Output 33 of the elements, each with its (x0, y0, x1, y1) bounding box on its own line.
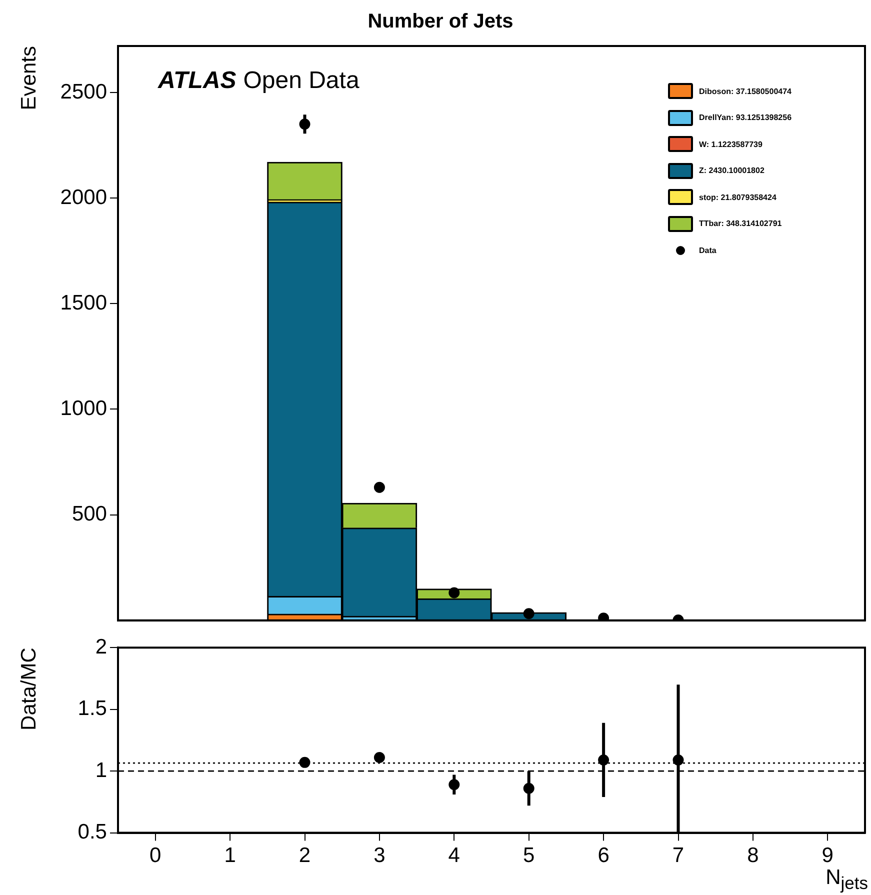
x-tick-label: 2 (298, 844, 311, 868)
x-tick-label: 3 (374, 844, 386, 868)
y-tick-label: 1 (95, 758, 107, 782)
legend-label: Diboson: 37.1580500474 (699, 86, 792, 96)
chart-title: Number of Jets (368, 10, 514, 33)
y-axis-title: Data/MC (17, 648, 40, 730)
legend-label: W: 1.1223587739 (699, 140, 762, 149)
annotation: ATLAS (157, 67, 236, 94)
annotation: Open Data (243, 67, 360, 94)
x-tick-label: 5 (523, 844, 535, 868)
y-tick-label: 500 (72, 502, 107, 526)
x-tick-label: 8 (747, 844, 759, 868)
x-tick-label: 0 (150, 844, 162, 868)
y-tick-label: 2500 (60, 80, 107, 104)
y-tick-label: 0.5 (78, 820, 107, 844)
x-tick-label: 7 (672, 844, 684, 868)
point (448, 587, 460, 598)
x-tick-label: 9 (822, 844, 834, 868)
y-tick-label: 2000 (60, 186, 107, 209)
y-tick-label: 2 (95, 635, 107, 658)
x-tick-label: 4 (448, 844, 460, 868)
legend-label: Z: 2430.10001802 (699, 166, 764, 176)
y-tick-label: 1.5 (78, 697, 107, 720)
legend-label: TTbar: 348.314102791 (699, 219, 782, 228)
legend-label: stop: 21.8079358424 (699, 192, 776, 202)
x-tick-label: 6 (598, 844, 610, 868)
x-axis-title: N$_{jets}$ (826, 866, 868, 894)
y-axis-title: Events (17, 46, 40, 110)
x-tick-label: 1 (224, 844, 236, 868)
y-tick-label: 1500 (60, 291, 107, 314)
legend-label: Data (699, 246, 716, 255)
y-tick-label: 1000 (60, 397, 107, 420)
legend-label: DrellYan: 93.1251398256 (699, 113, 792, 122)
